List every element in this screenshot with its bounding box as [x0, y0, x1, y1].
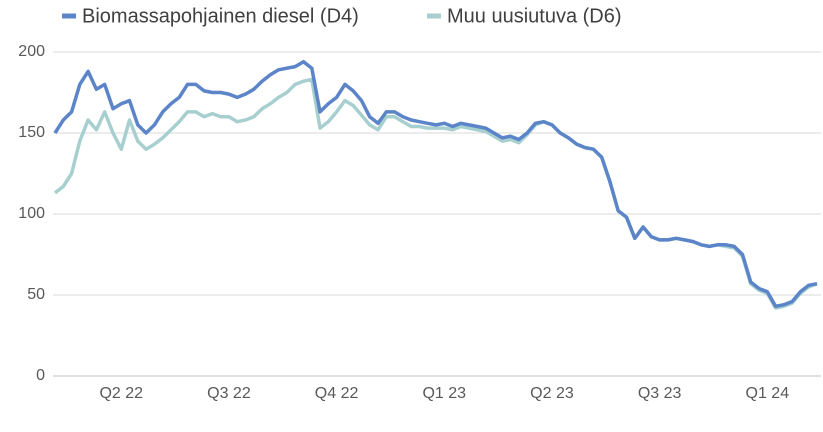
- x-tick-label: Q3 22: [207, 385, 251, 402]
- y-tick-label: 200: [18, 43, 45, 60]
- legend-label: Biomassapohjainen diesel (D4): [82, 5, 359, 27]
- x-tick-label: Q2 23: [530, 385, 574, 402]
- x-tick-label: Q1 23: [422, 385, 466, 402]
- x-tick-label: Q4 22: [315, 385, 359, 402]
- x-tick-label: Q1 24: [746, 385, 790, 402]
- x-tick-label: Q3 23: [638, 385, 682, 402]
- legend-label: Muu uusiutuva (D6): [447, 5, 622, 27]
- y-tick-label: 100: [18, 205, 45, 222]
- line-series: [53, 59, 818, 309]
- y-tick-label: 0: [36, 367, 45, 384]
- y-tick-label: 150: [18, 124, 45, 141]
- line-series: [53, 77, 818, 310]
- x-tick-label: Q2 22: [99, 385, 143, 402]
- y-tick-label: 50: [27, 286, 45, 303]
